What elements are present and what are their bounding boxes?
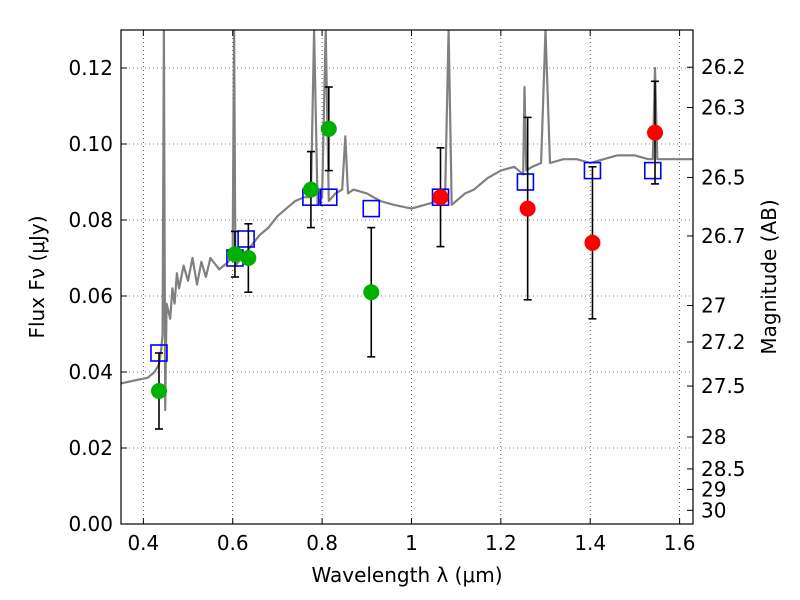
- y2-tick-label: 26.7: [701, 224, 746, 248]
- data-point: [363, 284, 380, 301]
- y-tick-label: 0.02: [68, 436, 113, 460]
- x-tick-label: 1.6: [664, 531, 696, 555]
- markers-layer: [150, 80, 664, 430]
- y2-tick-label: 26.5: [701, 165, 746, 189]
- y2-tick-label: 27.2: [701, 330, 746, 354]
- y2-tick-label: 29: [701, 477, 726, 501]
- y-axis-title: Flux Fν (μJy): [25, 215, 49, 338]
- plot-frame: [120, 29, 694, 525]
- y-tick-label: 0.04: [68, 360, 113, 384]
- y2-tick-label: 26.2: [701, 55, 746, 79]
- data-point: [302, 181, 319, 198]
- x-tick-label: 1.4: [574, 531, 606, 555]
- model-square-marker: [362, 199, 381, 218]
- y2-axis-title: Magnitude (AB): [757, 199, 781, 354]
- y2-tick-label: 27.5: [701, 374, 746, 398]
- y2-tick-label: 28: [701, 425, 726, 449]
- data-point: [519, 200, 536, 217]
- plot-background: [121, 30, 693, 524]
- data-point: [647, 124, 664, 141]
- y-axis-ticks: 0.00 0.02 0.04 0.06 0.08 0.10 0.12: [68, 56, 127, 536]
- model-square-marker: [237, 230, 255, 248]
- model-square-marker: [319, 188, 338, 206]
- data-point: [150, 383, 167, 399]
- series-layer: [121, 30, 693, 412]
- y2-tick-label: 26.3: [701, 96, 746, 120]
- y-tick-label: 0.06: [68, 284, 113, 308]
- x-tick-label: 0.4: [127, 531, 159, 555]
- y-tick-label: 0.10: [68, 132, 113, 156]
- spectrum-line: [121, 30, 693, 412]
- x-tick-label: 1.2: [485, 531, 517, 555]
- data-point: [320, 120, 337, 137]
- model-square-marker: [643, 161, 662, 180]
- x-tick-label: 0.6: [217, 531, 249, 555]
- x-tick-label: 1: [405, 531, 418, 555]
- y-tick-label: 0.08: [68, 208, 113, 232]
- model-square-marker: [516, 173, 535, 191]
- x-axis-title: Wavelength λ (μm): [311, 563, 502, 587]
- y2-tick-label: 30: [701, 498, 726, 522]
- data-point: [584, 234, 601, 251]
- y-tick-label: 0.00: [68, 512, 113, 536]
- x-tick-label: 0.8: [306, 531, 338, 555]
- data-point: [432, 189, 449, 206]
- data-point: [226, 246, 243, 263]
- y2-tick-label: 28.5: [701, 457, 746, 481]
- data-point: [240, 250, 257, 266]
- y2-tick-label: 27: [701, 294, 726, 318]
- y-tick-label: 0.12: [68, 56, 113, 80]
- x-axis-ticks: 0.4 0.6 0.8 1 1.2 1.4 1.6: [127, 30, 696, 555]
